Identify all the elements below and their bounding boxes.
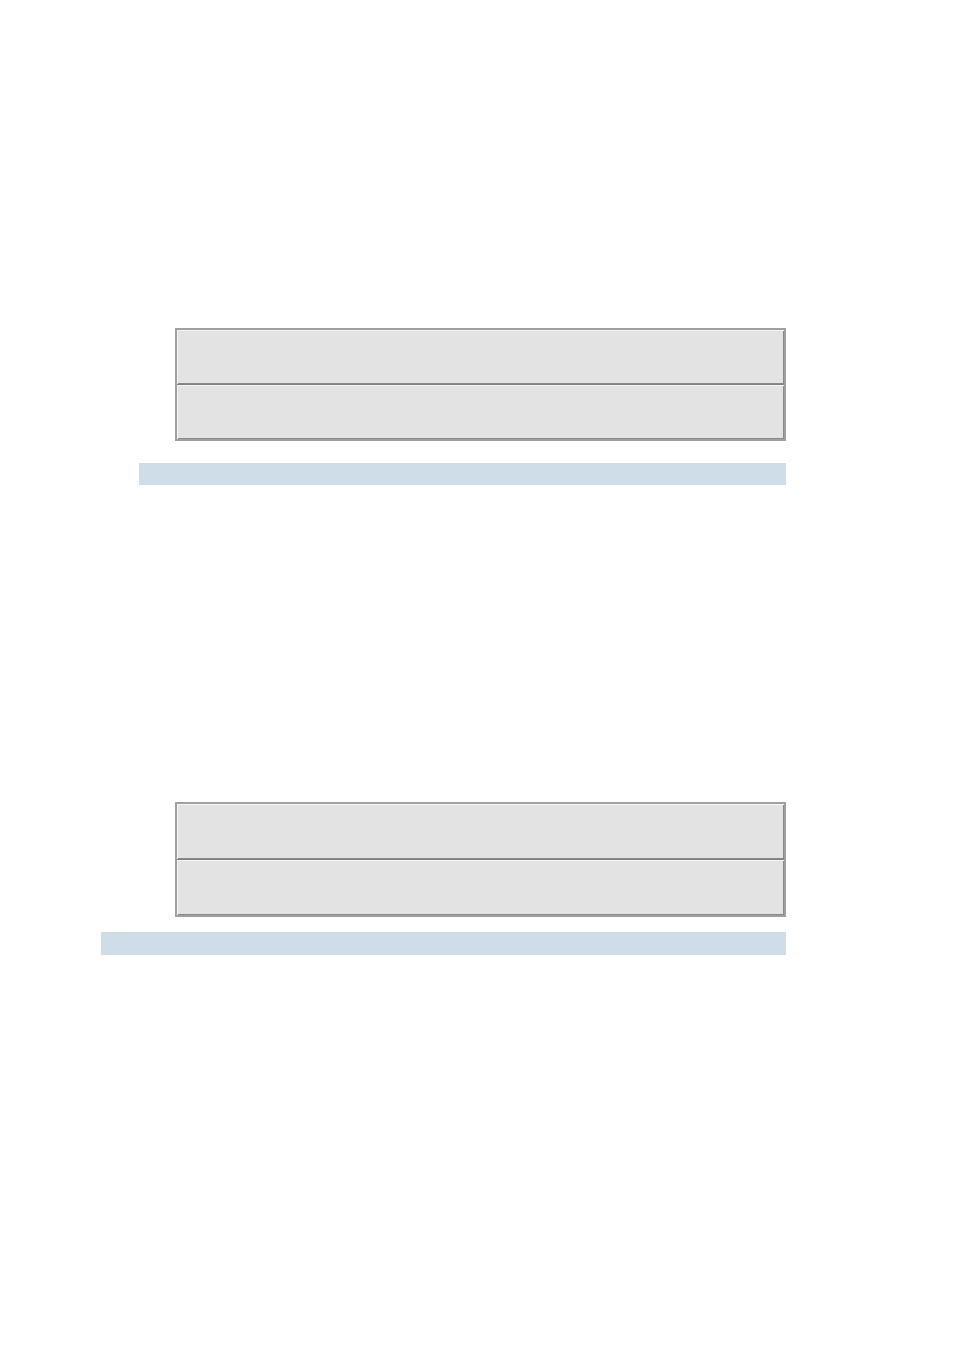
table-row: [176, 860, 785, 917]
highlight-bar-2: [101, 932, 786, 955]
table-cell: [176, 860, 785, 917]
table-row: [176, 329, 785, 385]
table-row: [176, 803, 785, 860]
table-row: [176, 385, 785, 441]
table-cell: [176, 329, 785, 385]
table-1: [175, 328, 786, 441]
highlight-bar-1: [139, 463, 786, 485]
table-2: [175, 802, 786, 917]
table-cell: [176, 803, 785, 860]
table-cell: [176, 385, 785, 441]
